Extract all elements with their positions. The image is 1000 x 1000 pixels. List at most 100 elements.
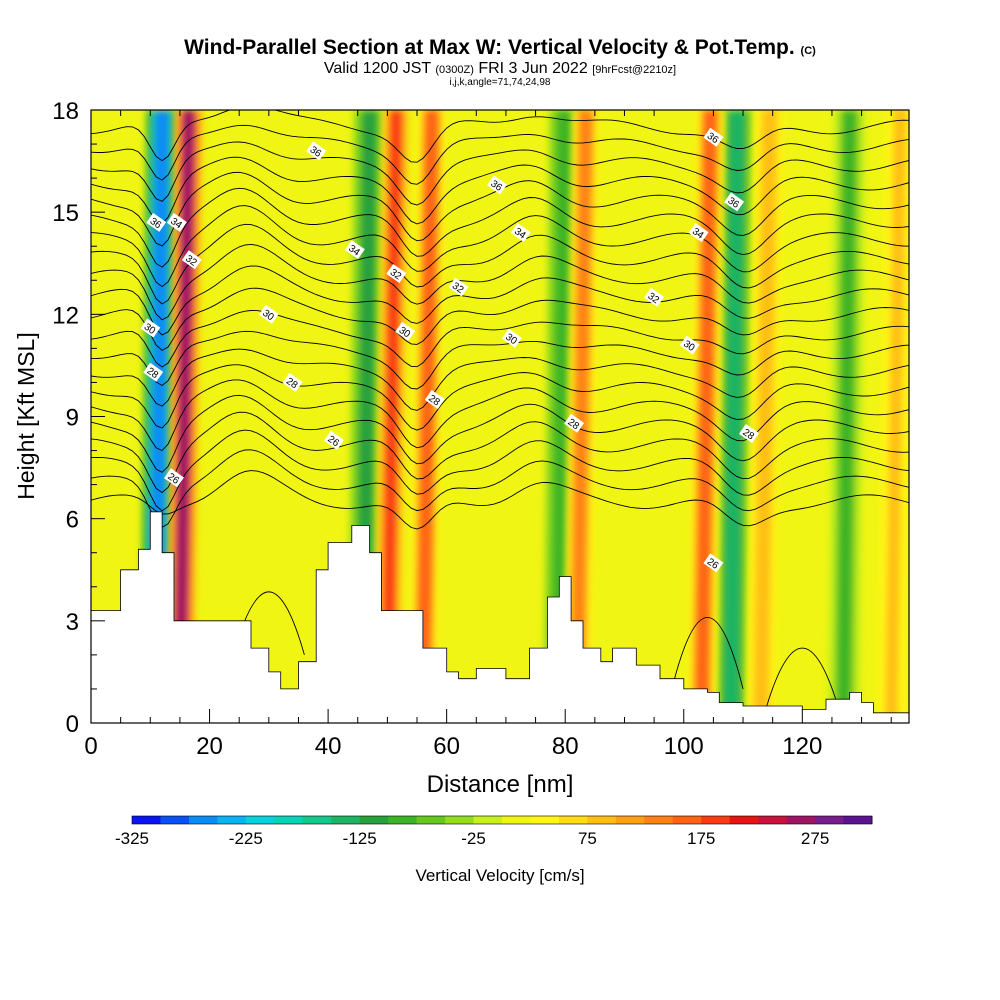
colorbar-swatch [274, 816, 304, 824]
theta-label: 26 [164, 468, 184, 488]
chart-subtitle: Valid 1200 JST (0300Z) FRI 3 Jun 2022 [9… [323, 60, 677, 77]
theta-contour [91, 348, 909, 411]
theta-label: 28 [564, 413, 585, 433]
colorbar-swatch [558, 816, 588, 824]
theta-contour [91, 470, 909, 530]
theta-contour [91, 429, 909, 512]
theta-label: 32 [386, 263, 407, 284]
x-tick-label: 20 [196, 733, 223, 760]
colorbar: -325 -225 -125 -25 75 175 275 [115, 815, 873, 848]
y-tick-label: 3 [66, 609, 79, 636]
terrain-mask [91, 511, 909, 723]
theta-contour [766, 647, 839, 707]
theta-label: 32 [181, 250, 202, 270]
y-tick-label: 18 [52, 98, 79, 125]
theta-label: 28 [424, 389, 445, 410]
theta-contour [91, 379, 909, 452]
colorbar-swatch [445, 816, 475, 824]
colorbar-swatch [160, 816, 190, 824]
theta-label: 36 [306, 141, 327, 161]
x-tick-label: 40 [315, 733, 342, 760]
theta-contour [91, 310, 909, 368]
colorbar-swatch [758, 816, 788, 824]
colorbar-swatch [473, 816, 503, 824]
theta-label: 30 [395, 321, 416, 341]
theta-contour [91, 330, 909, 390]
colorbar-swatch [245, 816, 275, 824]
x-axis-label: Distance [nm] [427, 771, 574, 798]
colorbar-swatch [786, 816, 816, 824]
theta-contour [91, 243, 909, 321]
colorbar-tick-label: -125 [343, 829, 377, 848]
theta-contour [91, 449, 909, 528]
updraft-band [563, 110, 600, 723]
theta-label: 30 [501, 328, 522, 348]
theta-contour [671, 617, 744, 690]
theta-label: 28 [282, 372, 303, 392]
theta-label: 36 [146, 212, 167, 232]
colorbar-swatch [331, 816, 361, 824]
colorbar-swatch [188, 816, 218, 824]
colorbar-swatch [359, 816, 389, 824]
colorbar-swatch [132, 816, 161, 824]
theta-label: 28 [739, 423, 759, 444]
theta-contours [91, 110, 909, 707]
colorbar-tick-label: 275 [801, 829, 829, 848]
theta-label: 30 [679, 335, 700, 355]
theta-contour [91, 141, 909, 206]
y-tick-label: 12 [52, 302, 79, 329]
theta-contour [91, 156, 909, 225]
y-tick-label: 6 [66, 507, 79, 534]
colorbar-swatch [416, 816, 446, 824]
colorbar-swatch [729, 816, 759, 824]
theta-label: 26 [324, 430, 344, 450]
theta-label: 32 [644, 287, 665, 307]
colorbar-swatch [615, 816, 645, 824]
theta-label: 36 [703, 127, 724, 147]
colorbar-swatch [530, 816, 560, 824]
theta-label: 32 [448, 277, 469, 297]
theta-label: 36 [724, 192, 745, 212]
colorbar-tick-label: -225 [229, 829, 263, 848]
colorbar-swatch [587, 816, 617, 824]
theta-label: 34 [166, 212, 187, 232]
colorbar-tick-label: -25 [461, 829, 486, 848]
theta-contour [91, 223, 909, 305]
theta-contour [91, 124, 909, 185]
colorbar-label: Vertical Velocity [cm/s] [415, 866, 584, 885]
colorbar-tick-label: -325 [115, 829, 149, 848]
chart-info: i,j,k,angle=71,74,24,98 [449, 77, 551, 88]
chart-title: Wind-Parallel Section at Max W: Vertical… [184, 36, 816, 59]
y-tick-label: 9 [66, 405, 79, 432]
colorbar-swatch [217, 816, 247, 824]
theta-contour [91, 265, 909, 336]
theta-contour [91, 205, 909, 288]
x-tick-label: 80 [552, 733, 579, 760]
x-tick-label: 120 [782, 733, 822, 760]
theta-label: 34 [688, 223, 709, 243]
colorbar-swatch [388, 816, 418, 824]
theta-contour [91, 411, 909, 494]
downdraft-band [827, 110, 866, 723]
updraft-band [877, 110, 909, 723]
theta-contour [91, 287, 909, 351]
colorbar-tick-label: 175 [687, 829, 715, 848]
y-axis-label: Height [Kft MSL] [13, 332, 39, 499]
updraft-band [408, 110, 446, 723]
theta-contour [91, 187, 909, 268]
x-tick-label: 60 [433, 733, 460, 760]
colorbar-swatch [701, 816, 731, 824]
updraft-band [746, 110, 784, 723]
theta-label: 30 [140, 318, 161, 338]
colorbar-swatch [843, 816, 873, 824]
x-tick-label: 0 [84, 733, 97, 760]
updraft-band [373, 110, 411, 723]
theta-contour [91, 364, 909, 431]
theta-contour [91, 110, 909, 163]
theta-label: 28 [143, 362, 164, 382]
y-tick-label: 15 [52, 200, 79, 227]
